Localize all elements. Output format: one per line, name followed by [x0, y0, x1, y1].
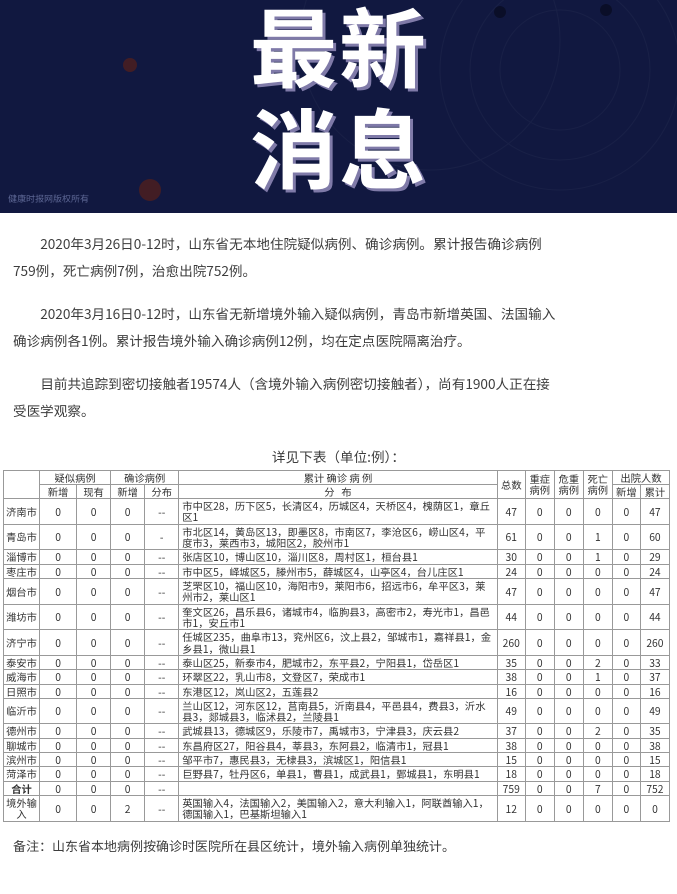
svg-text:健康时报网版权所有: 健康时报网版权所有	[8, 192, 89, 205]
